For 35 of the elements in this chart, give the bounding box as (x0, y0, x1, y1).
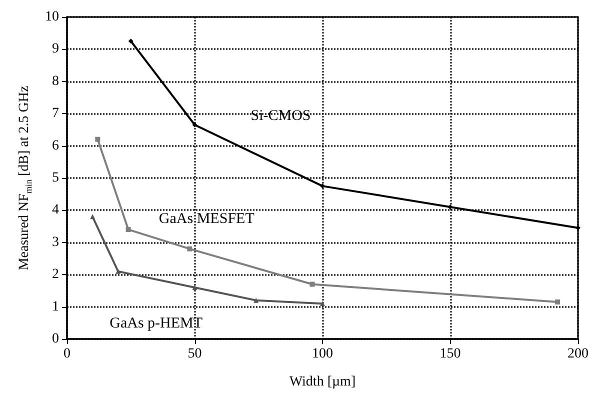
x-tick-label: 50 (188, 346, 202, 362)
x-tick-label: 100 (312, 346, 333, 362)
y-tick-label: 0 (52, 332, 59, 346)
y-tick-label: 4 (52, 202, 59, 218)
x-tick-label: 150 (440, 346, 461, 362)
y-tick-label: 2 (52, 267, 59, 282)
y-axis-title: Measured NFmin [dB] at 2.5 GHz (17, 86, 34, 270)
x-axis-title: Width [µm] (289, 374, 356, 390)
point (192, 284, 198, 290)
y-tick-label: 3 (52, 234, 59, 250)
y-tick-label: 9 (52, 42, 59, 57)
point (128, 38, 134, 44)
x-tick-label: 0 (64, 346, 70, 362)
point (320, 301, 325, 306)
y-tick-label: 5 (52, 170, 59, 186)
point (254, 298, 259, 303)
y-tick-label: 8 (52, 74, 59, 89)
x-tick-label: 200 (568, 346, 588, 362)
series-label: Si-CMOS (250, 108, 311, 124)
y-tick-label: 6 (52, 138, 59, 154)
point (187, 246, 192, 252)
series-label: GaAs MESFET (158, 210, 254, 227)
point (116, 268, 121, 274)
point (310, 282, 315, 287)
point (90, 214, 96, 220)
point (126, 227, 131, 232)
point (95, 136, 100, 142)
point (320, 184, 325, 189)
point (192, 122, 198, 128)
y-tick-label: 10 (45, 10, 59, 24)
point (448, 204, 453, 210)
y-tick-label: 7 (52, 106, 59, 122)
point (555, 299, 560, 304)
y-tick-label: 1 (52, 299, 59, 314)
series-label: GaAs p-HEMT (110, 315, 203, 332)
